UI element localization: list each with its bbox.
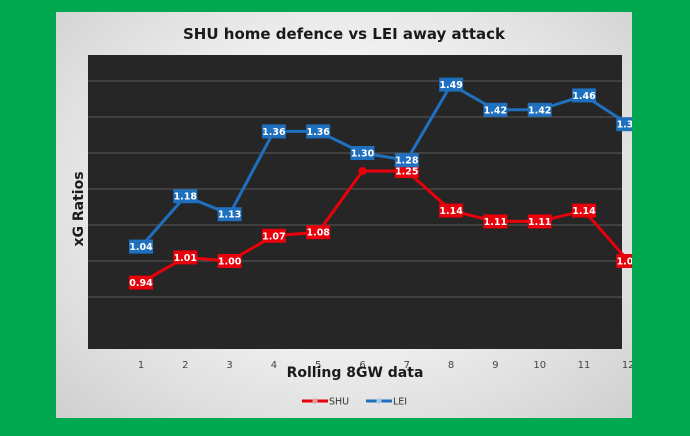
data-point-lei: 1.04 bbox=[129, 239, 153, 254]
data-label-box bbox=[616, 117, 632, 132]
data-label: 1.38 bbox=[617, 120, 632, 131]
data-label: 1.11 bbox=[528, 217, 551, 228]
x-tick-label: 10 bbox=[533, 360, 546, 371]
data-points: 0.94 1.01 1.00 1.07 1.08 1.25 1.14 1.11 1.11 1.14… bbox=[129, 77, 632, 290]
data-point-lei: 1.36 bbox=[261, 124, 286, 139]
data-label: 1.08 bbox=[306, 228, 330, 239]
data-point-lei: 1.42 bbox=[527, 102, 552, 117]
x-tick-label: 7 bbox=[404, 360, 410, 371]
data-point-lei: 1.30 bbox=[350, 146, 375, 160]
data-point-lei: 1.36 bbox=[306, 124, 331, 139]
data-label-box bbox=[394, 164, 419, 178]
x-tick-label: 9 bbox=[492, 360, 498, 371]
data-label: 1.25 bbox=[395, 167, 418, 178]
data-label-box bbox=[261, 124, 286, 139]
data-label-box bbox=[572, 88, 596, 103]
data-point-shu: 1.08 bbox=[306, 225, 331, 240]
chart: 0.94 1.01 1.00 1.07 1.08 1.25 1.14 1.11 1.11 1.14… bbox=[71, 25, 632, 408]
data-point-shu: 1.07 bbox=[261, 228, 286, 243]
x-tick-label: 2 bbox=[182, 360, 188, 371]
data-label-box bbox=[572, 203, 596, 218]
data-label-box bbox=[527, 102, 552, 117]
data-point-lei: 1.49 bbox=[439, 77, 464, 92]
data-label: 1.01 bbox=[174, 253, 197, 264]
data-point-shu: 1.11 bbox=[527, 214, 552, 229]
data-label: 1.14 bbox=[439, 206, 463, 217]
y-axis-title: xG Ratios bbox=[71, 171, 87, 246]
data-label: 1.30 bbox=[351, 149, 375, 160]
data-label-box bbox=[173, 250, 198, 265]
data-label: 1.14 bbox=[572, 206, 596, 217]
marker bbox=[358, 167, 367, 175]
data-label: 1.36 bbox=[306, 127, 330, 138]
plot-area bbox=[88, 55, 622, 349]
data-label-box bbox=[527, 214, 552, 229]
legend-lei-label: LEI bbox=[393, 397, 407, 408]
data-label-box bbox=[173, 189, 198, 204]
x-tick-label: 3 bbox=[226, 360, 232, 371]
data-point-shu: 1.11 bbox=[483, 214, 508, 229]
data-label-box bbox=[129, 275, 153, 290]
data-point-shu: 1.01 bbox=[173, 250, 198, 265]
x-tick-label: 4 bbox=[271, 360, 277, 371]
data-label-box bbox=[616, 254, 632, 268]
data-point-shu: 1.14 bbox=[439, 203, 464, 218]
data-label-box bbox=[439, 77, 464, 92]
data-label-box bbox=[306, 124, 331, 139]
data-label: 1.00 bbox=[218, 257, 242, 268]
legend-lei-marker bbox=[376, 398, 382, 404]
data-label: 0.94 bbox=[129, 278, 153, 289]
data-label: 1.18 bbox=[174, 192, 198, 203]
data-label-box bbox=[217, 207, 242, 222]
data-label-box bbox=[439, 203, 464, 218]
legend-shu-marker bbox=[312, 398, 318, 404]
data-point-lei: 1.46 bbox=[572, 88, 596, 103]
data-label: 1.46 bbox=[572, 91, 596, 102]
data-point-shu: 1.14 bbox=[572, 203, 596, 218]
data-label: 1.00 bbox=[617, 257, 632, 268]
data-label: 1.28 bbox=[395, 156, 419, 167]
data-label: 1.42 bbox=[528, 105, 551, 116]
chart-frame: 0.94 1.01 1.00 1.07 1.08 1.25 1.14 1.11 1.11 1.14… bbox=[56, 12, 632, 418]
x-tick-label: 6 bbox=[359, 360, 365, 371]
data-point-lei: 1.13 bbox=[217, 207, 242, 222]
data-label-box bbox=[483, 214, 508, 229]
x-tick-label: 11 bbox=[578, 360, 591, 371]
data-label-box bbox=[129, 239, 153, 254]
x-tick-label: 1 bbox=[138, 360, 144, 371]
data-label: 1.04 bbox=[129, 242, 153, 253]
data-point-lei: 1.38 bbox=[616, 117, 632, 132]
data-point-lei: 1.28 bbox=[394, 153, 419, 168]
chart-title: SHU home defence vs LEI away attack bbox=[183, 25, 506, 43]
legend: SHU LEI bbox=[302, 397, 407, 408]
data-label: 1.49 bbox=[439, 80, 462, 91]
data-label-box bbox=[217, 254, 242, 268]
data-point-shu: 1.00 bbox=[217, 254, 242, 268]
data-point-shu: 0.94 bbox=[129, 275, 153, 290]
x-tick-labels: 1 2 3 4 5 6 7 8 9 10 11 12 bbox=[138, 360, 632, 371]
data-label: 1.36 bbox=[262, 127, 286, 138]
x-tick-label: 8 bbox=[448, 360, 454, 371]
data-point-shu: 1.25 bbox=[394, 164, 419, 178]
data-label-box bbox=[350, 146, 375, 160]
data-label: 1.11 bbox=[484, 217, 507, 228]
data-point-shu bbox=[358, 167, 367, 175]
data-point-lei: 1.18 bbox=[173, 189, 198, 204]
data-label-box bbox=[394, 153, 419, 168]
x-axis-title: Rolling 8GW data bbox=[287, 365, 424, 381]
x-tick-label: 12 bbox=[622, 360, 632, 371]
x-tick-label: 5 bbox=[315, 360, 321, 371]
data-label: 1.42 bbox=[484, 105, 507, 116]
data-label-box bbox=[483, 102, 508, 117]
data-point-lei: 1.42 bbox=[483, 102, 508, 117]
legend-shu-label: SHU bbox=[329, 397, 349, 408]
data-point-shu: 1.00 bbox=[616, 254, 632, 268]
legend-item-shu: SHU bbox=[302, 397, 349, 408]
data-label: 1.13 bbox=[218, 210, 241, 221]
legend-item-lei: LEI bbox=[366, 397, 407, 408]
data-label: 1.07 bbox=[262, 231, 285, 242]
data-label-box bbox=[306, 225, 331, 240]
data-label-box bbox=[261, 228, 286, 243]
